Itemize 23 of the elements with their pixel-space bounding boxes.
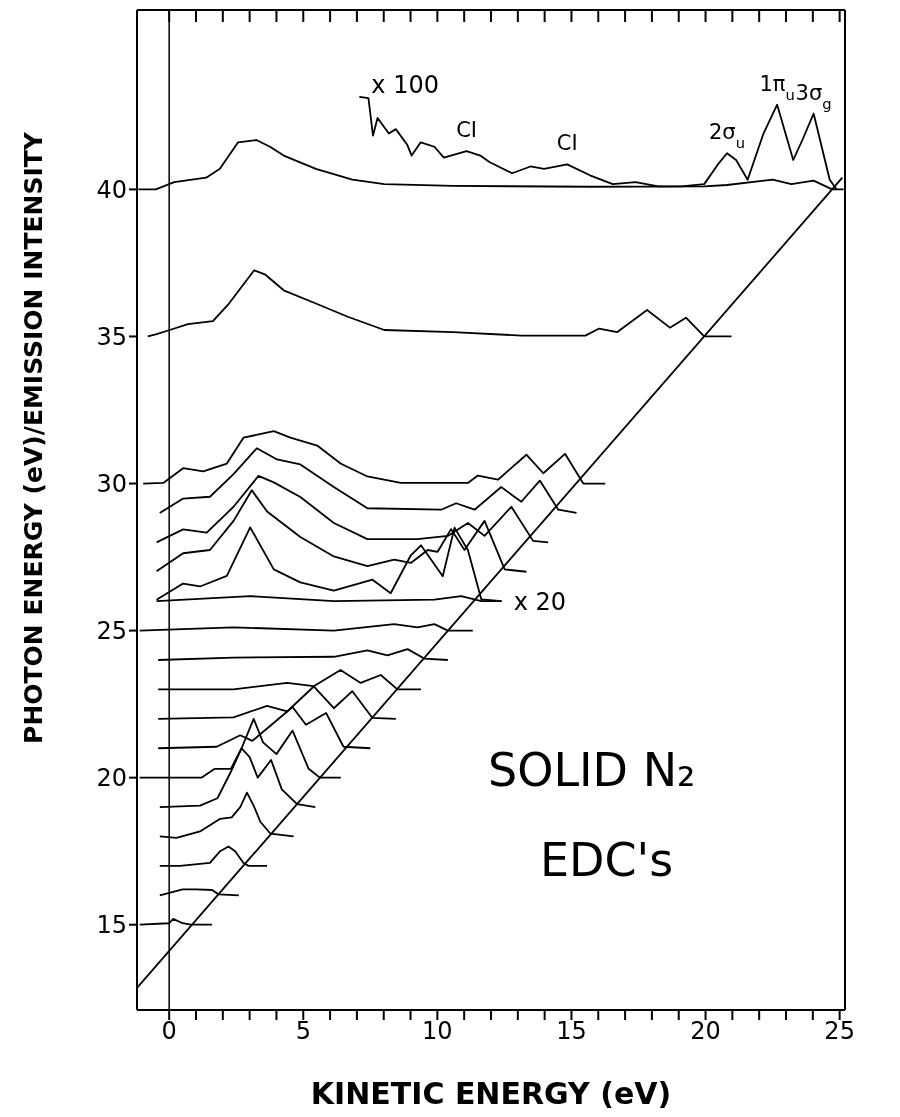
annotation: x 100 bbox=[371, 70, 439, 99]
annotation: 3σ$_{g}$ bbox=[795, 80, 832, 112]
text: SOLID N₂ bbox=[488, 743, 696, 797]
annotation: 1π$_{u}$ bbox=[759, 71, 795, 103]
y-tick-label: 15 bbox=[96, 911, 127, 940]
annotation: x 20 bbox=[513, 588, 567, 617]
annotation: CI bbox=[556, 131, 578, 156]
annotation: CI bbox=[456, 118, 478, 143]
x-tick-label: 0 bbox=[161, 1017, 177, 1046]
x-tick-label: 5 bbox=[295, 1017, 311, 1046]
x-tick-label: 20 bbox=[690, 1017, 721, 1046]
y-tick-label: 30 bbox=[96, 470, 127, 499]
y-tick-label: 40 bbox=[96, 175, 127, 204]
x-tick-label: 10 bbox=[422, 1017, 453, 1046]
annotation: 2σ$_{u}$ bbox=[709, 120, 745, 151]
y-tick-label: 25 bbox=[96, 617, 127, 646]
x-tick-label: 15 bbox=[556, 1017, 587, 1046]
text: EDC's bbox=[540, 833, 674, 887]
y-tick-label: 20 bbox=[96, 764, 127, 793]
x-axis-title: KINETIC ENERGY (eV) bbox=[310, 1076, 672, 1111]
y-tick-label: 35 bbox=[96, 322, 127, 351]
x-tick-label: 25 bbox=[824, 1017, 855, 1046]
y-axis-title: PHOTON ENERGY (eV)/EMISSION INTENSITY bbox=[8, 8, 58, 1048]
